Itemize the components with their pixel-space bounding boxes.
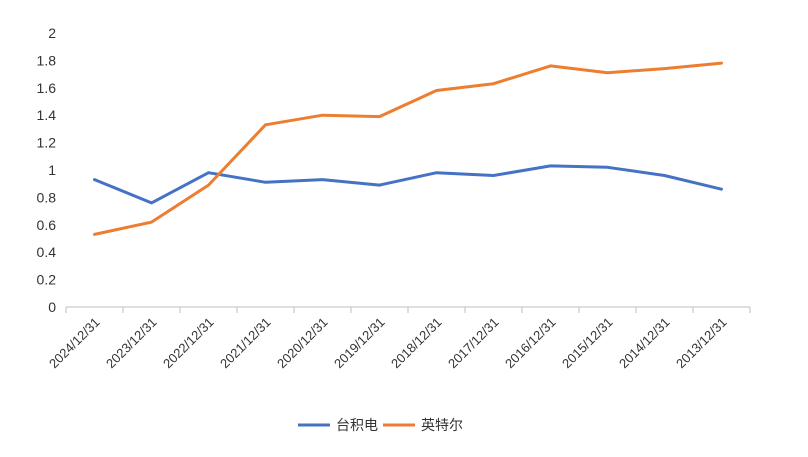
- y-tick-label: 1.8: [37, 52, 57, 68]
- x-tick-label: 2016/12/31: [502, 315, 559, 372]
- x-tick-label: 2015/12/31: [559, 315, 616, 372]
- series-lines: [93, 61, 723, 236]
- x-tick-label: 2019/12/31: [331, 315, 388, 372]
- y-tick-label: 0.8: [37, 189, 57, 205]
- y-axis-ticks: 0 0.2 0.4 0.6 0.8 1 1.2 1.4 1.6 1.8 2: [37, 25, 57, 315]
- y-tick-label: 0: [48, 299, 56, 315]
- legend-label: 台积电: [336, 417, 378, 433]
- y-tick-label: 1.2: [37, 135, 57, 151]
- x-axis-tick-marks: [65, 307, 751, 313]
- x-tick-label: 2024/12/31: [46, 315, 103, 372]
- x-tick-label: 2018/12/31: [388, 315, 445, 372]
- legend: 台积电 英特尔: [298, 417, 463, 433]
- x-tick-label: 2017/12/31: [445, 315, 502, 372]
- y-tick-label: 1.6: [37, 80, 57, 96]
- x-tick-label: 2021/12/31: [217, 315, 274, 372]
- x-tick-label: 2013/12/31: [673, 315, 730, 372]
- x-tick-label: 2014/12/31: [616, 315, 673, 372]
- y-tick-label: 1.4: [37, 107, 57, 123]
- legend-label: 英特尔: [421, 417, 463, 433]
- series-line-1: [93, 61, 723, 236]
- y-tick-label: 0.4: [37, 244, 57, 260]
- y-tick-label: 0.2: [37, 272, 57, 288]
- y-tick-label: 0.6: [37, 217, 57, 233]
- y-tick-label: 2: [48, 25, 56, 41]
- series-line-0: [93, 164, 723, 205]
- y-tick-label: 1: [48, 162, 56, 178]
- x-tick-label: 2022/12/31: [160, 315, 217, 372]
- x-tick-label: 2023/12/31: [103, 315, 160, 372]
- x-tick-label: 2020/12/31: [274, 315, 331, 372]
- x-axis-ticks: 2024/12/31 2023/12/31 2022/12/31 2021/12/31…: [46, 315, 730, 372]
